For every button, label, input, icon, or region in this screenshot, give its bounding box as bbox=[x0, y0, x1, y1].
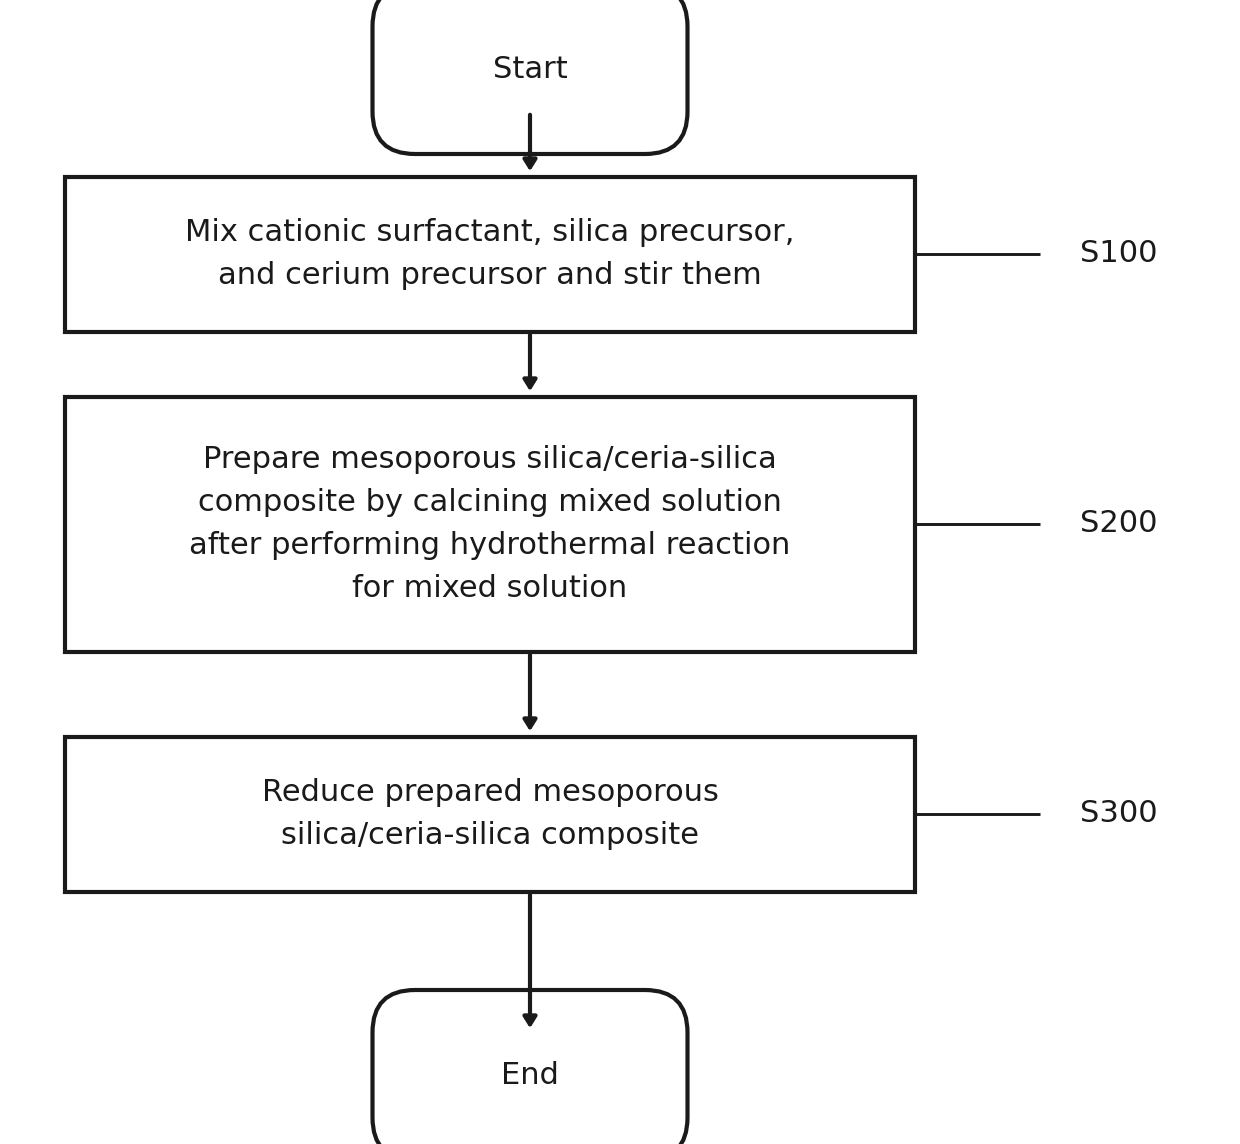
FancyBboxPatch shape bbox=[372, 990, 687, 1144]
Text: S300: S300 bbox=[1080, 800, 1158, 828]
Text: S200: S200 bbox=[1080, 509, 1157, 539]
FancyBboxPatch shape bbox=[372, 0, 687, 154]
FancyBboxPatch shape bbox=[64, 737, 915, 891]
Text: Prepare mesoporous silica/ceria-silica
composite by calcining mixed solution
aft: Prepare mesoporous silica/ceria-silica c… bbox=[190, 445, 791, 603]
FancyBboxPatch shape bbox=[64, 397, 915, 651]
Text: Reduce prepared mesoporous
silica/ceria-silica composite: Reduce prepared mesoporous silica/ceria-… bbox=[262, 778, 718, 850]
Text: Start: Start bbox=[492, 55, 568, 84]
Text: Mix cationic surfactant, silica precursor,
and cerium precursor and stir them: Mix cationic surfactant, silica precurso… bbox=[185, 219, 795, 289]
Text: S100: S100 bbox=[1080, 239, 1157, 269]
Text: End: End bbox=[501, 1060, 559, 1089]
FancyBboxPatch shape bbox=[64, 176, 915, 332]
